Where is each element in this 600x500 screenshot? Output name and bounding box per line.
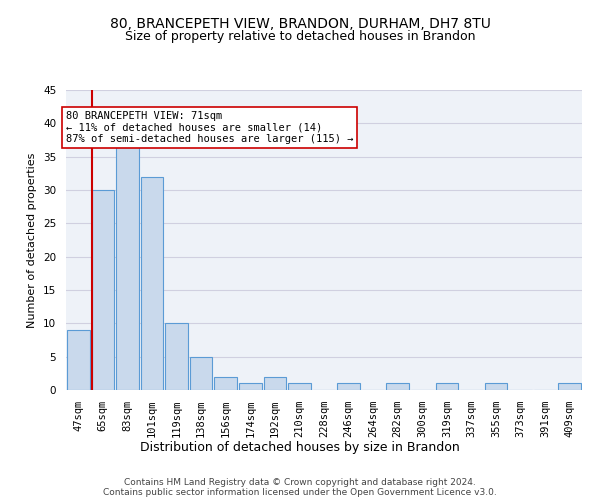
Bar — [337, 384, 360, 390]
Bar — [67, 330, 89, 390]
Bar — [239, 384, 262, 390]
Bar — [214, 376, 237, 390]
Bar — [436, 384, 458, 390]
Bar — [190, 356, 212, 390]
Bar — [165, 324, 188, 390]
Text: Contains HM Land Registry data © Crown copyright and database right 2024.
Contai: Contains HM Land Registry data © Crown c… — [103, 478, 497, 497]
Bar — [263, 376, 286, 390]
Bar — [386, 384, 409, 390]
Bar — [559, 384, 581, 390]
Y-axis label: Number of detached properties: Number of detached properties — [28, 152, 37, 328]
Bar — [140, 176, 163, 390]
Bar — [116, 144, 139, 390]
Text: 80, BRANCEPETH VIEW, BRANDON, DURHAM, DH7 8TU: 80, BRANCEPETH VIEW, BRANDON, DURHAM, DH… — [110, 18, 490, 32]
Bar — [288, 384, 311, 390]
Bar — [92, 190, 114, 390]
Bar — [485, 384, 508, 390]
Text: Distribution of detached houses by size in Brandon: Distribution of detached houses by size … — [140, 441, 460, 454]
Text: 80 BRANCEPETH VIEW: 71sqm
← 11% of detached houses are smaller (14)
87% of semi-: 80 BRANCEPETH VIEW: 71sqm ← 11% of detac… — [66, 111, 353, 144]
Text: Size of property relative to detached houses in Brandon: Size of property relative to detached ho… — [125, 30, 475, 43]
